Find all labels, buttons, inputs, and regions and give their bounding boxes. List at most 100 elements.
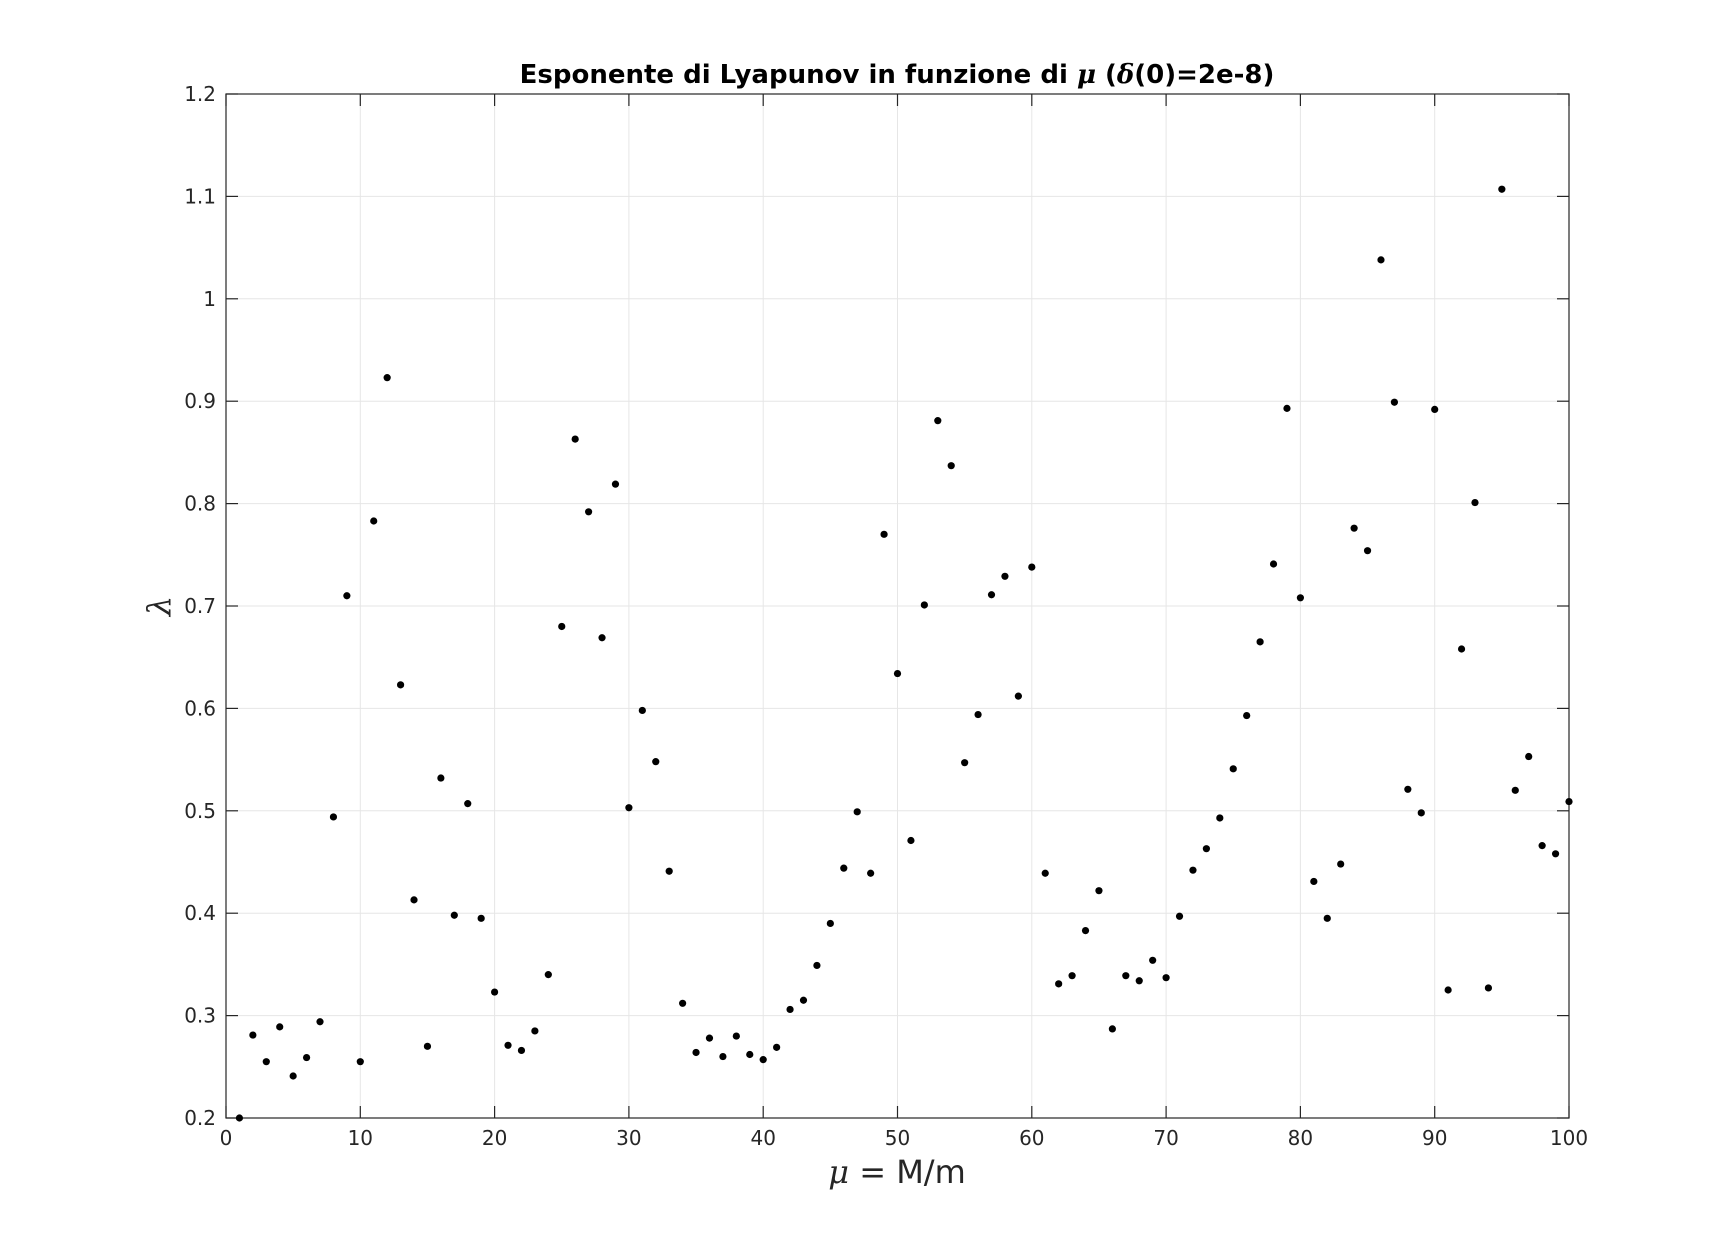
data-point: [1431, 405, 1439, 413]
data-point: [907, 836, 915, 845]
data-point: [504, 1041, 512, 1049]
x-tick-label: 90: [1422, 1126, 1447, 1150]
data-point: [477, 914, 485, 922]
x-tick-labels: 0 10 20 30 40 50 60 70 80 90 100: [220, 1126, 1588, 1150]
y-tick-label: 0.6: [184, 696, 216, 720]
data-point: [934, 417, 942, 425]
data-point: [652, 758, 660, 766]
axes: [225, 93, 1570, 1119]
data-point: [705, 1034, 714, 1042]
x-axis-label: μ = M/m: [828, 1153, 966, 1191]
data-point: [235, 1114, 244, 1122]
data-point: [531, 1027, 539, 1035]
data-point: [289, 1072, 297, 1080]
data-point: [679, 999, 687, 1007]
data-points: [235, 185, 1573, 1122]
x-tick-label: 100: [1550, 1126, 1588, 1150]
x-tick-label: 10: [348, 1126, 373, 1150]
data-point: [1538, 842, 1546, 850]
data-point: [1525, 752, 1533, 761]
data-point: [1068, 972, 1076, 980]
data-point: [1202, 845, 1210, 853]
data-point: [611, 480, 620, 488]
data-point: [370, 517, 378, 525]
x-tick-label: 40: [750, 1126, 775, 1150]
data-point: [867, 869, 875, 877]
data-point: [1363, 547, 1372, 555]
data-point: [1028, 563, 1036, 571]
data-point: [719, 1052, 727, 1061]
data-point: [1014, 692, 1022, 700]
data-point: [1041, 869, 1049, 877]
data-point: [1135, 977, 1143, 985]
x-tick-label: 80: [1288, 1126, 1313, 1150]
data-point: [262, 1058, 270, 1066]
data-point: [1457, 645, 1466, 653]
data-point: [1269, 560, 1278, 568]
y-tick-label: 0.5: [184, 799, 216, 823]
data-point: [383, 374, 391, 382]
data-point: [920, 601, 928, 609]
data-point: [1390, 398, 1399, 406]
data-point: [1108, 1025, 1116, 1033]
y-tick-label: 1.1: [184, 184, 216, 208]
data-point: [1498, 185, 1506, 193]
y-tick-label: 0.4: [184, 901, 216, 925]
data-point: [813, 961, 821, 970]
data-point: [544, 971, 552, 979]
data-point: [517, 1046, 526, 1055]
data-point: [1081, 927, 1090, 935]
chart-title: Esponente di Lyapunov in funzione di μ (…: [520, 60, 1275, 90]
data-point: [746, 1050, 754, 1059]
x-tick-label: 20: [482, 1126, 507, 1150]
data-point: [1001, 572, 1009, 580]
data-point: [356, 1058, 364, 1066]
y-tick-label: 1.2: [184, 82, 216, 106]
data-point: [786, 1005, 794, 1014]
x-tick-label: 70: [1153, 1126, 1178, 1150]
data-point: [1377, 256, 1385, 264]
data-point: [732, 1032, 740, 1040]
y-tick-label: 0.7: [184, 594, 216, 618]
data-point: [1243, 711, 1251, 720]
data-point: [437, 774, 445, 782]
data-point: [1162, 974, 1170, 982]
data-point: [665, 867, 673, 875]
data-point: [464, 800, 472, 808]
data-point: [1350, 524, 1358, 532]
data-point: [491, 988, 499, 996]
data-point: [799, 996, 808, 1004]
data-point: [893, 669, 902, 678]
data-point: [598, 634, 606, 642]
data-point: [1444, 986, 1452, 994]
data-point: [759, 1056, 767, 1064]
y-tick-label: 0.9: [184, 389, 216, 413]
data-point: [1095, 887, 1103, 895]
data-point: [571, 435, 579, 443]
y-tick-labels: 0.2 0.3 0.4 0.5 0.6 0.7 0.8 0.9 1 1.1 1.2: [184, 82, 216, 1130]
data-point: [1256, 638, 1264, 646]
data-point: [853, 808, 861, 816]
data-point: [1323, 914, 1331, 922]
data-point: [974, 710, 982, 719]
data-point: [987, 591, 996, 599]
data-point: [1551, 850, 1560, 858]
data-point: [558, 622, 566, 631]
data-point: [1216, 814, 1224, 822]
data-point: [329, 813, 338, 821]
data-point: [1565, 797, 1573, 806]
data-point: [1417, 809, 1425, 817]
y-tick-label: 0.2: [184, 1106, 216, 1130]
data-point: [1337, 860, 1345, 868]
data-point: [396, 681, 405, 689]
y-tick-label: 1: [203, 287, 216, 311]
data-point: [1055, 980, 1063, 988]
data-point: [1310, 877, 1318, 886]
data-point: [1229, 765, 1237, 773]
y-axis-label: λ: [140, 596, 178, 618]
data-point: [276, 1023, 284, 1031]
data-point: [423, 1042, 432, 1050]
data-point: [625, 804, 633, 812]
data-point: [1511, 786, 1519, 794]
